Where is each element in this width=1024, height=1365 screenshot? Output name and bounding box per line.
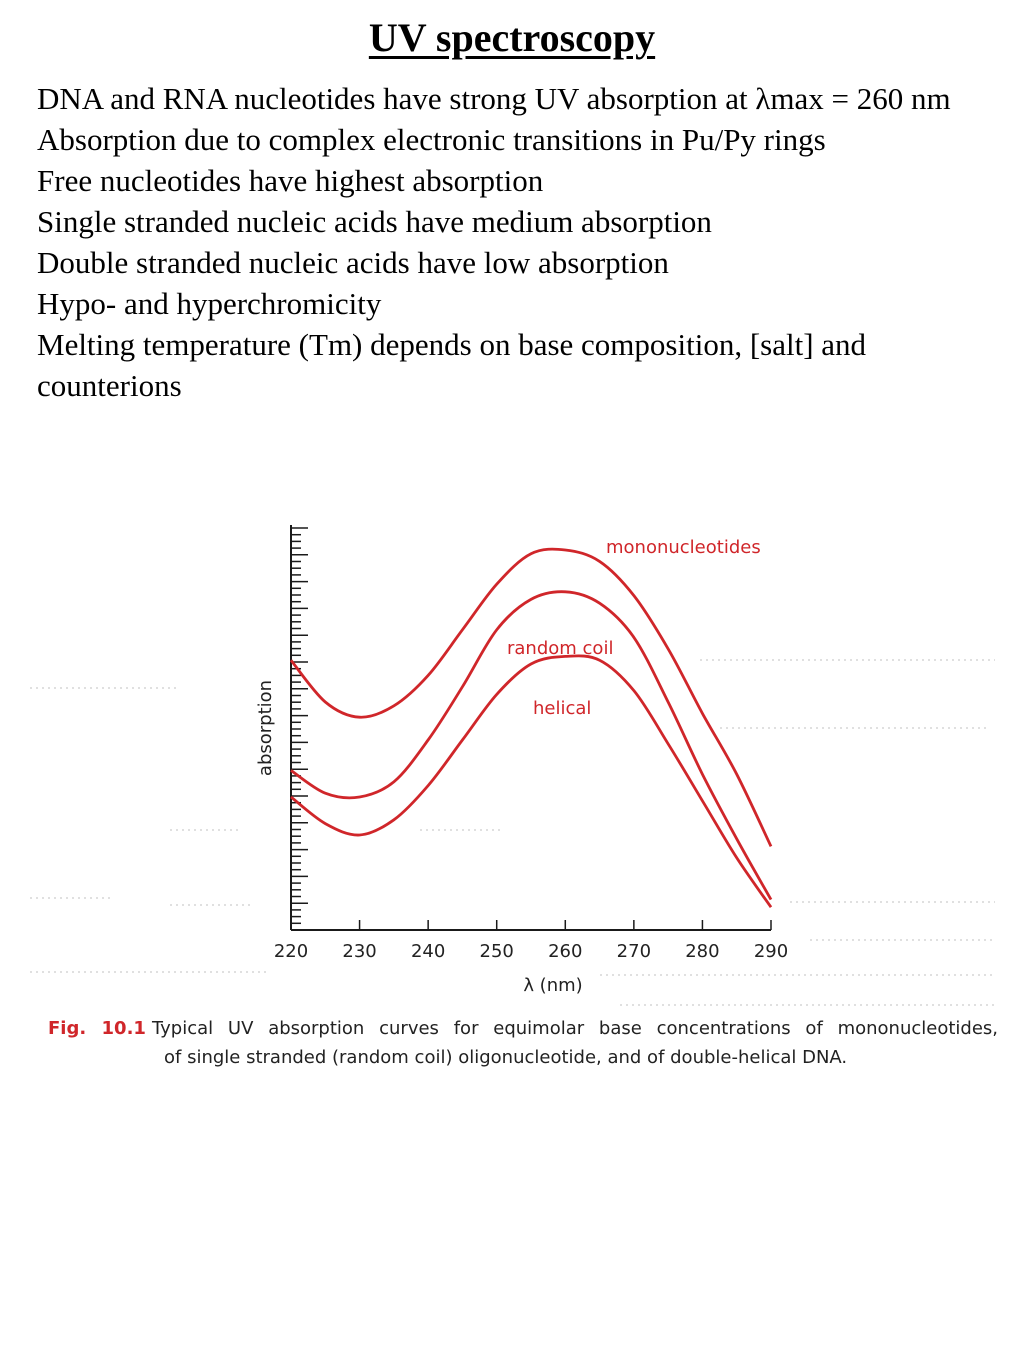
caption-text-1: Typical UV absorption curves for equimol…: [151, 1018, 998, 1039]
x-tick-label: 290: [754, 941, 788, 962]
scan-noise: [30, 659, 995, 1006]
x-axis-tick-labels: 220 230 240 250 260 270 280 290: [274, 941, 788, 962]
x-axis-label: λ (nm): [523, 975, 582, 996]
series-label-helical: helical: [533, 698, 591, 719]
bullet-item: Single stranded nucleic acids have mediu…: [37, 204, 712, 239]
series-label-random-coil: random coil: [507, 638, 613, 659]
bullet-item: Melting temperature (Tm) depends on base…: [37, 327, 867, 403]
bullet-item: DNA and RNA nucleotides have strong UV a…: [37, 81, 951, 116]
bullet-item: Free nucleotides have highest absorption: [37, 163, 544, 198]
figure-caption: Fig. 10.1 Typical UV absorption curves fo…: [48, 1014, 998, 1072]
bullet-item: Hypo- and hyperchromicity: [37, 286, 382, 321]
series-line-random-coil: [290, 590, 773, 901]
y-axis-ruler: [291, 527, 308, 925]
x-tick-label: 220: [274, 941, 308, 962]
series-line-mononucleotides: [289, 547, 773, 848]
caption-line-2: of single stranded (random coil) oligonu…: [164, 1047, 848, 1068]
y-axis-label: absorption: [255, 680, 276, 776]
series-line-helical: [290, 654, 773, 908]
series-label-mononucleotides: mononucleotides: [606, 537, 761, 558]
uv-absorption-chart: 220 230 240 250 260 270 280 290 mononucleotides…: [30, 525, 995, 1006]
x-axis-ticks: [290, 920, 772, 930]
bullet-list: DNA and RNA nucleotides have strong UV a…: [37, 78, 997, 406]
x-tick-label: 240: [411, 941, 445, 962]
bullet-item: Double stranded nucleic acids have low a…: [37, 245, 669, 280]
figure-label: Fig. 10.1: [48, 1018, 146, 1039]
series-curves: [289, 547, 773, 908]
x-tick-label: 230: [342, 941, 376, 962]
x-tick-label: 260: [548, 941, 582, 962]
caption-line-1: Fig. 10.1 Typical UV absorption curves fo…: [48, 1014, 998, 1043]
x-tick-label: 280: [685, 941, 719, 962]
x-tick-label: 270: [617, 941, 651, 962]
bullet-item: Absorption due to complex electronic tra…: [37, 122, 826, 157]
x-tick-label: 250: [480, 941, 514, 962]
page-title: UV spectroscopy: [368, 15, 656, 60]
